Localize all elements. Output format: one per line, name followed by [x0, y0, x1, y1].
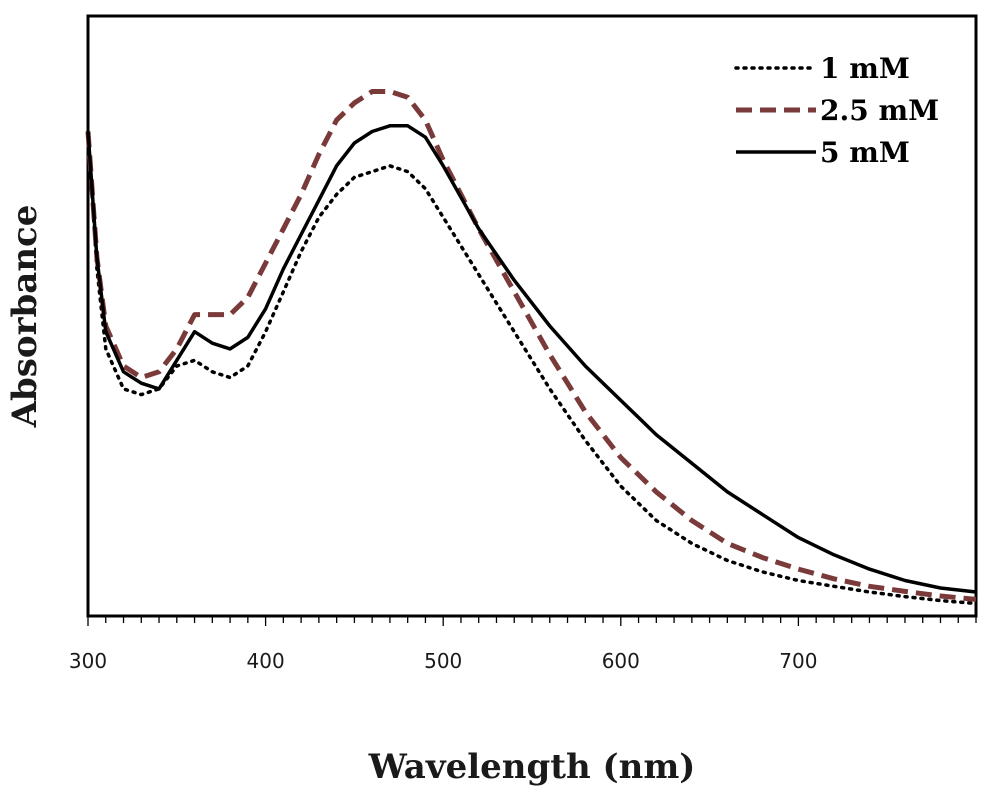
x-tick-labels: 300 400 500 600 700	[69, 649, 818, 673]
y-axis-title: Absorbance	[5, 205, 45, 429]
series-line-1	[86, 129, 978, 606]
legend-label: 5 mM	[820, 136, 910, 169]
x-minor-ticks	[87, 616, 977, 626]
x-tick-label: 300	[69, 649, 107, 673]
legend: 1 mM 2.5 mM 5 mM	[734, 52, 939, 169]
series-line-3	[86, 124, 977, 594]
legend-label: 1 mM	[820, 52, 910, 85]
legend-label: 2.5 mM	[820, 94, 939, 127]
series-line-2	[85, 89, 977, 602]
x-axis-title: Wavelength (nm)	[368, 747, 696, 787]
x-tick-label: 700	[779, 649, 817, 673]
plot-frame	[86, 14, 978, 618]
x-tick-label: 500	[424, 649, 462, 673]
x-tick-label: 600	[602, 649, 640, 673]
x-tick-label: 400	[247, 649, 285, 673]
series-layer	[85, 89, 978, 606]
